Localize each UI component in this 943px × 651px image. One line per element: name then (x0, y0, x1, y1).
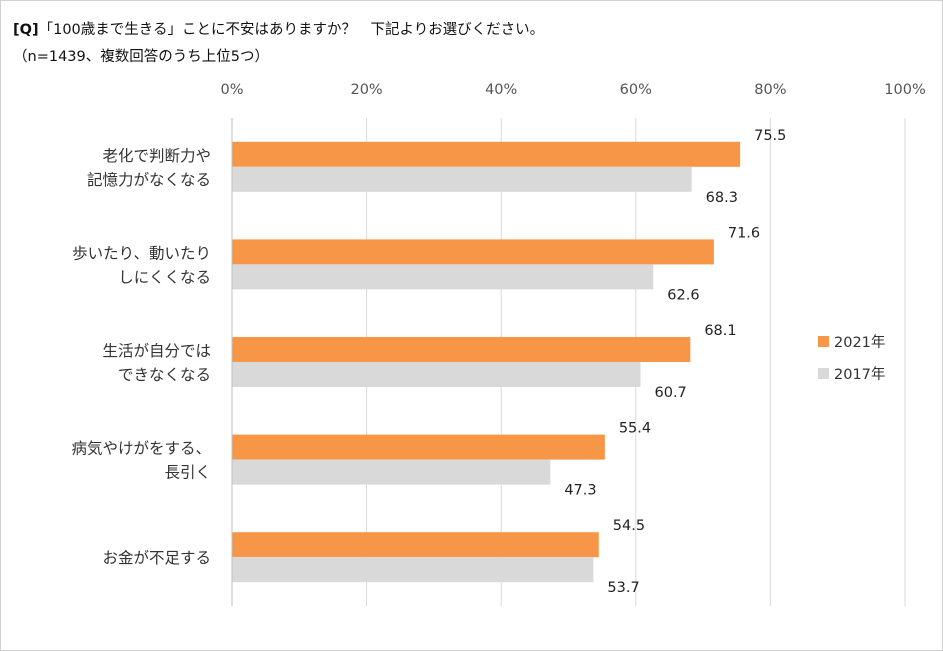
bar-2021年 (232, 337, 691, 362)
bar-2017年 (232, 166, 692, 192)
legend-label: 2021年 (834, 334, 885, 351)
category-label: 歩いたり、動いたり (72, 244, 211, 262)
data-label: 68.3 (706, 190, 738, 206)
bar-2021年 (232, 239, 714, 265)
data-label: 60.7 (655, 385, 687, 401)
title-prefix: [Q] (13, 22, 39, 38)
legend-swatch (818, 336, 829, 347)
data-label: 54.5 (613, 518, 645, 534)
category-label: 生活が自分では (102, 342, 211, 360)
bar-2021年 (232, 434, 605, 460)
category-label: 記憶力がなくなる (87, 171, 211, 189)
category-label: お金が不足する (102, 549, 211, 567)
data-label: 47.3 (564, 483, 596, 499)
data-label: 62.6 (667, 287, 699, 303)
bar-2017年 (232, 459, 551, 485)
category-label: 病気やけがをする、 (71, 440, 211, 458)
title-text: 「100歳まで生きる」ことに不安はありますか？ 下記よりお選びください。 (38, 22, 545, 38)
category-label: 長引く (164, 464, 211, 482)
chart-subtitle: （n=1439、複数回答のうち上位5つ） (13, 49, 269, 65)
x-tick-label: 60% (620, 82, 652, 98)
bar-2021年 (232, 532, 599, 558)
data-label: 55.4 (619, 421, 651, 437)
data-label: 53.7 (607, 580, 639, 596)
category-label: できなくなる (118, 366, 211, 384)
x-tick-label: 20% (350, 82, 382, 98)
data-label: 68.1 (704, 323, 736, 339)
legend-label: 2017年 (834, 366, 885, 383)
x-tick-label: 40% (485, 82, 517, 98)
legend-swatch (818, 368, 829, 379)
bar-2017年 (232, 362, 641, 387)
data-label: 75.5 (754, 128, 786, 144)
x-tick-label: 0% (220, 82, 243, 98)
bar-2021年 (232, 141, 741, 167)
bar-2017年 (232, 264, 654, 290)
bar-2017年 (232, 557, 594, 583)
x-tick-label: 80% (754, 82, 786, 98)
category-label: しにくくなる (118, 268, 211, 286)
x-tick-label: 100% (884, 82, 925, 98)
data-label: 71.6 (728, 225, 760, 241)
category-label: 老化で判断力や (102, 147, 211, 165)
chart-title: [Q]「100歳まで生きる」ことに不安はありますか？ 下記よりお選びください。 (13, 18, 544, 39)
